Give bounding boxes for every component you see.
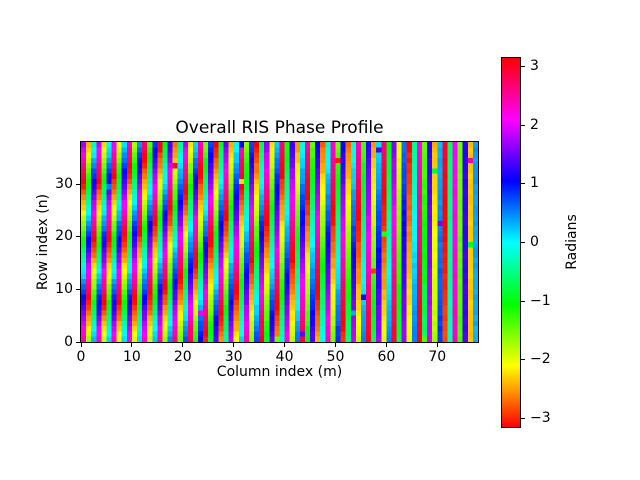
colorbar-tick-mark [521, 124, 525, 126]
y-tick-mark [76, 183, 80, 185]
colorbar-tick-mark [521, 242, 525, 243]
y-tick-label: 30 [55, 175, 73, 192]
x-tick-mark [182, 343, 184, 347]
x-tick-label: 30 [224, 349, 243, 365]
x-axis-label: Column index (m) [216, 364, 343, 380]
x-tick-mark [80, 343, 82, 347]
colorbar [501, 57, 521, 428]
x-tick-label: 10 [122, 349, 141, 365]
colorbar-tick-label: 0 [530, 234, 539, 250]
chart-title: Overall RIS Phase Profile [175, 118, 384, 138]
x-tick-mark [131, 343, 133, 347]
x-tick-mark [284, 343, 286, 347]
y-tick-label: 20 [55, 228, 73, 245]
colorbar-tick-label: −2 [530, 351, 551, 368]
colorbar-gradient [502, 58, 520, 427]
y-tick-label: 0 [64, 333, 73, 350]
x-tick-label: 0 [76, 349, 86, 365]
x-tick-mark [436, 343, 438, 347]
colorbar-tick-mark [521, 300, 525, 302]
x-tick-label: 20 [173, 349, 192, 365]
x-tick-label: 50 [326, 349, 345, 365]
x-tick-label: 60 [377, 349, 396, 365]
colorbar-tick-label: −1 [530, 292, 551, 309]
colorbar-tick-label: −3 [530, 410, 551, 427]
y-tick-mark [76, 288, 80, 290]
y-tick-mark [76, 236, 80, 238]
heatmap-plot-area [80, 141, 479, 343]
x-tick-mark [385, 343, 387, 347]
colorbar-tick-label: 1 [530, 175, 539, 192]
x-tick-label: 70 [428, 349, 447, 365]
colorbar-tick-mark [521, 418, 525, 420]
heatmap-image [81, 142, 478, 342]
colorbar-tick-mark [521, 183, 525, 185]
colorbar-tick-mark [521, 65, 525, 67]
y-tick-label: 10 [55, 280, 73, 297]
x-tick-mark [334, 343, 336, 347]
x-tick-label: 40 [275, 349, 294, 365]
colorbar-tick-label: 3 [530, 57, 539, 74]
colorbar-tick-mark [521, 359, 525, 361]
y-tick-mark [76, 341, 80, 343]
colorbar-tick-label: 2 [530, 116, 539, 133]
x-tick-mark [233, 343, 235, 347]
